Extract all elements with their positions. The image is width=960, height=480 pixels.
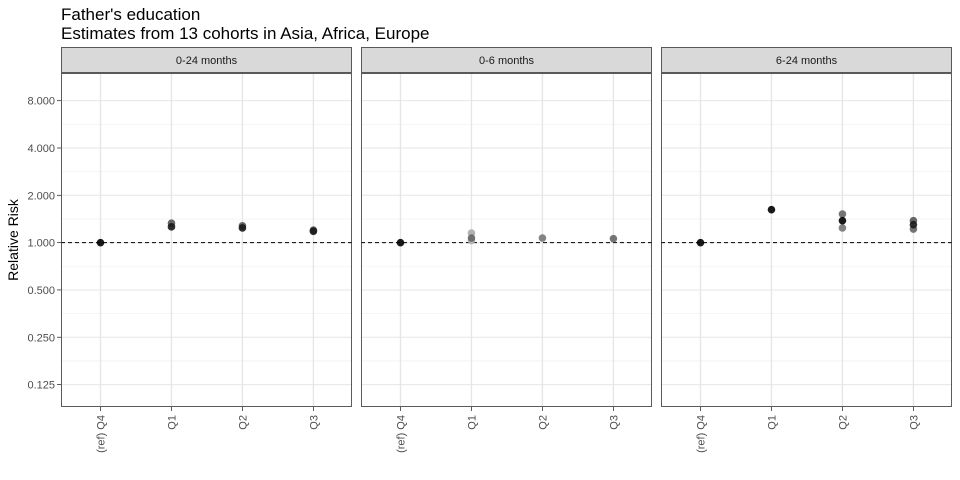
x-tick-label: Q1 bbox=[166, 415, 178, 430]
data-point bbox=[838, 224, 847, 232]
data-point bbox=[238, 224, 247, 232]
x-tick-label: Q2 bbox=[837, 415, 849, 430]
y-tick-label: 0.125 bbox=[27, 380, 55, 392]
data-point bbox=[838, 216, 847, 225]
panel-strip bbox=[61, 47, 352, 73]
data-point bbox=[167, 223, 176, 231]
x-tick-label: Q1 bbox=[466, 415, 478, 430]
data-point bbox=[467, 234, 476, 242]
x-tick-label: Q2 bbox=[537, 415, 549, 430]
x-tick-label: Q3 bbox=[608, 415, 620, 430]
x-tick-label: Q3 bbox=[908, 415, 920, 430]
data-point bbox=[538, 234, 547, 242]
y-tick-label: 0.250 bbox=[27, 332, 55, 344]
panel-background bbox=[361, 73, 652, 407]
y-tick-label: 8.000 bbox=[27, 96, 55, 108]
chart-title: Father's education bbox=[61, 5, 201, 24]
chart-subtitle: Estimates from 13 cohorts in Asia, Afric… bbox=[61, 24, 430, 43]
y-tick-label: 1.000 bbox=[27, 238, 55, 250]
panel-border bbox=[661, 73, 952, 407]
data-point bbox=[767, 205, 776, 214]
panel-strip-label: 0-6 months bbox=[479, 55, 535, 67]
x-tick-label: (ref) Q4 bbox=[695, 415, 707, 453]
data-point bbox=[309, 227, 318, 236]
data-point bbox=[696, 238, 705, 247]
panel-strip bbox=[361, 47, 652, 73]
x-tick-label: Q1 bbox=[766, 415, 778, 430]
panel-strip-label: 0-24 months bbox=[176, 55, 238, 67]
data-point bbox=[396, 238, 405, 247]
panel-border bbox=[61, 73, 352, 407]
x-tick-label: (ref) Q4 bbox=[395, 415, 407, 453]
y-tick-label: 2.000 bbox=[27, 190, 55, 202]
y-axis-title: Relative Risk bbox=[5, 198, 21, 281]
x-tick-label: Q3 bbox=[308, 415, 320, 430]
data-point bbox=[609, 234, 618, 243]
panel-strip-label: 6-24 months bbox=[776, 55, 838, 67]
y-tick-label: 0.500 bbox=[27, 285, 55, 297]
data-point bbox=[909, 220, 918, 229]
x-tick-label: (ref) Q4 bbox=[95, 415, 107, 453]
panel-border bbox=[361, 73, 652, 407]
panel-strip bbox=[661, 47, 952, 73]
panel-background bbox=[61, 73, 352, 407]
x-tick-label: Q2 bbox=[237, 415, 249, 430]
y-tick-label: 4.000 bbox=[27, 143, 55, 155]
data-point bbox=[838, 210, 847, 218]
panel-background bbox=[661, 73, 952, 407]
data-point bbox=[96, 238, 105, 247]
